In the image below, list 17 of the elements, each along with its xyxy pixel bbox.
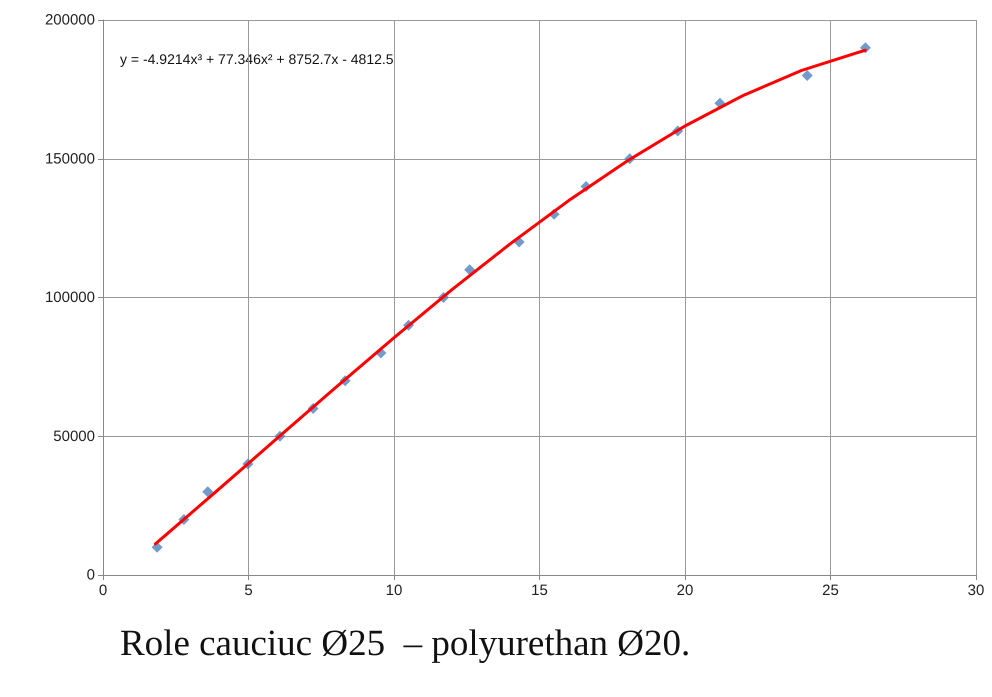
point xyxy=(464,264,476,276)
x-tick-label: 15 xyxy=(531,582,548,599)
x-tick-label: 30 xyxy=(968,582,984,599)
y-tick-label: 150000 xyxy=(44,150,95,168)
x-tick-label: 20 xyxy=(676,582,694,599)
point xyxy=(202,486,214,498)
point xyxy=(802,70,813,81)
text: Role cauciuc Ø25 – polyurethan Ø20. xyxy=(120,623,690,664)
x-tick-label: 25 xyxy=(822,582,839,599)
y-tick-label: 0 xyxy=(86,566,95,584)
annotation: y = -4.9214x³ + 77.346x² + 8752.7x - 4812.5 xyxy=(120,51,394,67)
y-tick-label: 50000 xyxy=(53,428,95,445)
x-tick-label: 0 xyxy=(98,582,108,599)
y-tick-label: 100000 xyxy=(44,289,95,306)
x-tick-label: 5 xyxy=(244,582,253,599)
y-tick-label: 200000 xyxy=(44,12,95,28)
x-tick-label: 10 xyxy=(386,582,402,599)
